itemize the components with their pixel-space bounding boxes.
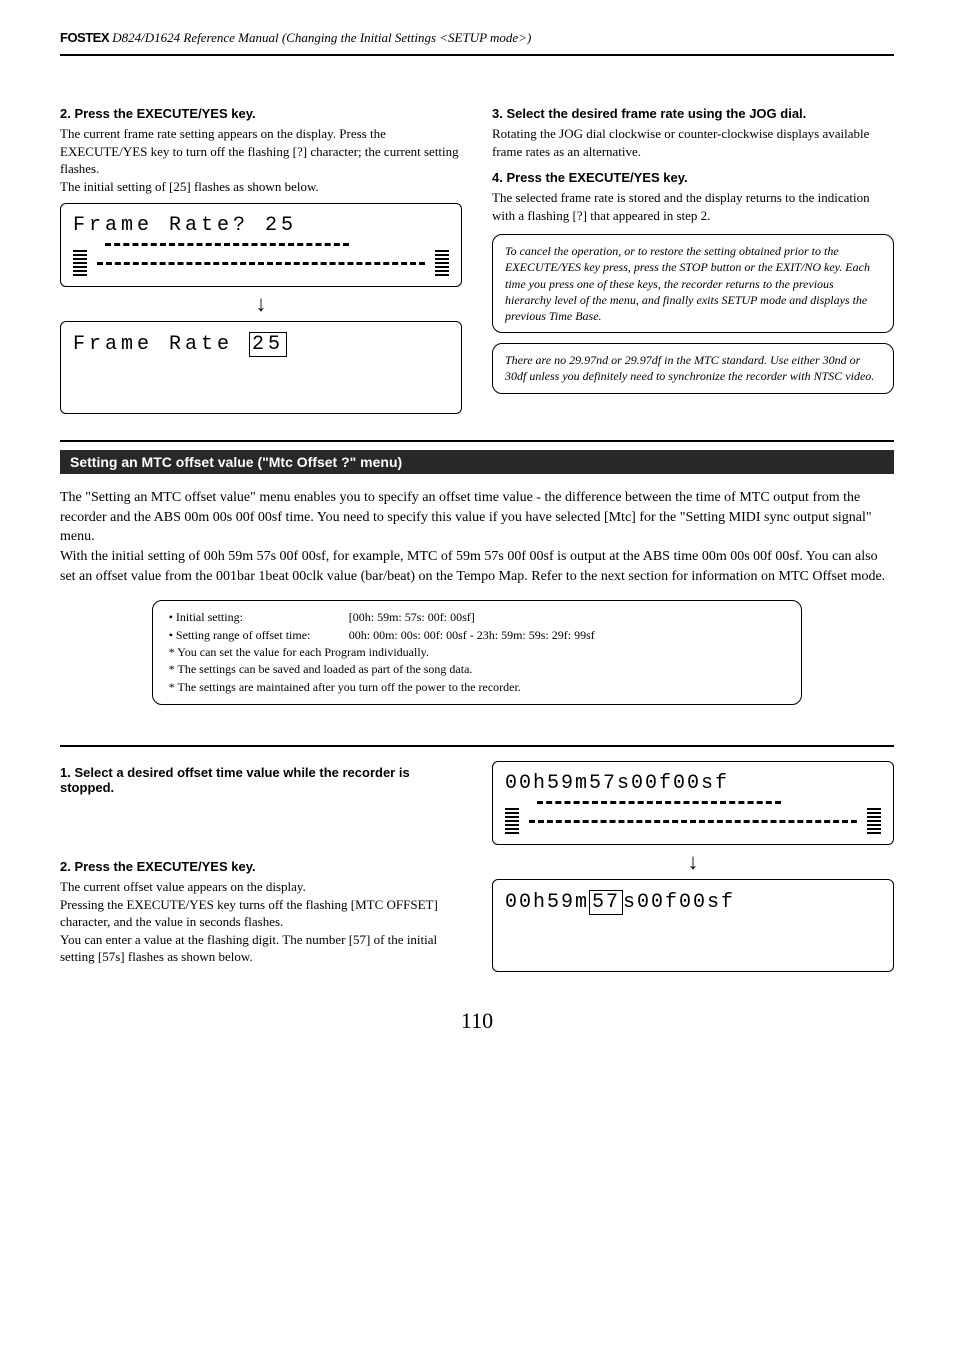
lcd-box-frame-rate: Frame Rate 25 <box>60 321 462 414</box>
settings-summary-box: • Initial setting: [00h: 59m: 57s: 00f: … <box>152 600 803 705</box>
lcd-highlight: 25 <box>249 332 287 357</box>
meter-icon <box>73 250 87 276</box>
upper-right-col: 3. Select the desired frame rate using t… <box>492 96 894 420</box>
lower-two-col: 1. Select a desired offset time value wh… <box>60 755 894 978</box>
bullet-star: * The settings can be saved and loaded a… <box>169 661 786 678</box>
lcd-text: Frame Rate 25 <box>73 332 449 357</box>
intro-text: The "Setting an MTC offset value" menu e… <box>60 488 894 586</box>
bullet-row: • Setting range of offset time: 00h: 00m… <box>169 627 786 644</box>
upper-two-col: 2. Press the EXECUTE/YES key. The curren… <box>60 96 894 420</box>
bullet-row: • Initial setting: [00h: 59m: 57s: 00f: … <box>169 609 786 626</box>
bullet-star: * The settings are maintained after you … <box>169 679 786 696</box>
step-2-body-lower: The current offset value appears on the … <box>60 878 462 966</box>
section-bar-mtc-offset: Setting an MTC offset value ("Mtc Offset… <box>60 450 894 474</box>
step-3-heading: 3. Select the desired frame rate using t… <box>492 106 894 121</box>
lcd-dashes <box>105 243 349 246</box>
note-box-cancel: To cancel the operation, or to restore t… <box>492 234 894 333</box>
lcd-meter-row <box>505 808 881 834</box>
arrow-down-icon: ↓ <box>492 851 894 873</box>
header-rule <box>60 54 894 56</box>
header-title: D824/D1624 Reference Manual (Changing th… <box>112 30 531 45</box>
step-2-body: The current frame rate setting appears o… <box>60 125 462 195</box>
step-2-heading-lower: 2. Press the EXECUTE/YES key. <box>60 859 462 874</box>
step-3-body: Rotating the JOG dial clockwise or count… <box>492 125 894 160</box>
lcd-box-offset-2: 00h59m57s00f00sf <box>492 879 894 972</box>
lcd-box-frame-rate-question: Frame Rate? 25 <box>60 203 462 287</box>
step-1-heading: 1. Select a desired offset time value wh… <box>60 765 462 795</box>
lcd-dashes <box>97 262 425 265</box>
lcd-text: Frame Rate? 25 <box>73 214 449 237</box>
lower-left-col: 1. Select a desired offset time value wh… <box>60 755 462 978</box>
step-4-heading: 4. Press the EXECUTE/YES key. <box>492 170 894 185</box>
arrow-down-icon: ↓ <box>60 293 462 315</box>
bullet-star: * You can set the value for each Program… <box>169 644 786 661</box>
page-number: 110 <box>60 1008 894 1034</box>
upper-left-col: 2. Press the EXECUTE/YES key. The curren… <box>60 96 462 420</box>
lcd-text: 00h59m57s00f00sf <box>505 772 881 795</box>
section-rule <box>60 440 894 442</box>
meter-icon <box>505 808 519 834</box>
page-header: FOSTEX D824/D1624 Reference Manual (Chan… <box>60 30 894 46</box>
note-box-mtc-standard: There are no 29.97nd or 29.97df in the M… <box>492 343 894 393</box>
step-4-body: The selected frame rate is stored and th… <box>492 189 894 224</box>
lcd-meter-row <box>73 250 449 276</box>
meter-icon <box>435 250 449 276</box>
lcd-text: 00h59m57s00f00sf <box>505 890 881 915</box>
step-2-heading: 2. Press the EXECUTE/YES key. <box>60 106 462 121</box>
lcd-dashes <box>537 801 781 804</box>
lcd-dashes <box>529 820 857 823</box>
lower-right-col: 00h59m57s00f00sf ↓ 00h59m57s00f00sf <box>492 755 894 978</box>
section-rule <box>60 745 894 747</box>
lcd-highlight: 57 <box>589 890 623 915</box>
lcd-box-offset-1: 00h59m57s00f00sf <box>492 761 894 845</box>
brand-logo: FOSTEX <box>60 30 109 45</box>
meter-icon <box>867 808 881 834</box>
